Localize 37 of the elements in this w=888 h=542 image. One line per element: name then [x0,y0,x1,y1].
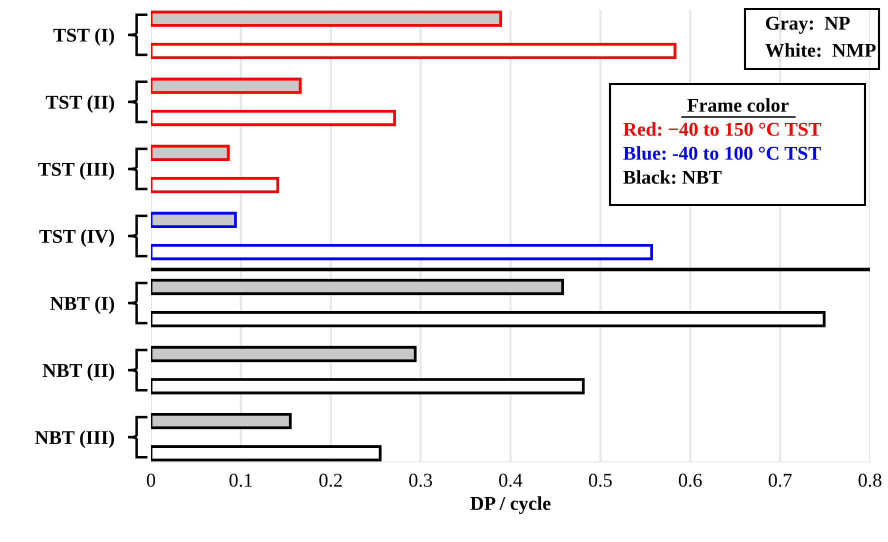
x-axis-title: DP / cycle [470,496,550,514]
bar [151,445,382,462]
y-tick-label: NBT (III) [35,430,114,448]
annotation: Frame color [687,98,789,112]
x-tick-label: 0.5 [588,474,612,487]
y-tick-label: TST (III) [38,162,114,180]
x-tick-label: 0 [146,474,156,487]
x-tick-label: 0.6 [678,474,702,487]
annotation: White: NMP [765,43,876,57]
y-tick-label: TST (II) [46,95,114,113]
bar [151,378,585,394]
x-tick-label: 0.4 [499,474,522,487]
bar [151,212,237,228]
bar [151,346,417,362]
bar [151,176,280,194]
y-tick-label: NBT (II) [42,363,114,382]
bar [151,10,502,27]
annotation: Blue: -40 to 100 °C TST [623,146,821,160]
bar [151,144,230,161]
x-tick-label: 0.3 [409,474,432,487]
bar [151,412,292,430]
annotation: Gray: NP [766,16,850,34]
annotation: Black: NBT [623,170,722,184]
bar [151,244,653,260]
bar [151,42,676,60]
bar [151,78,302,94]
bar [151,110,396,126]
y-tick-label: TST (I) [53,28,114,46]
y-tick-label: TST (IV) [39,229,114,247]
y-tick-label: NBT (I) [50,296,114,314]
x-tick-label: 0.1 [229,474,252,487]
x-tick-label: 0.2 [319,474,342,487]
annotation: Red: −40 to 150 °C TST [623,122,822,136]
bar [151,311,826,328]
x-tick-label: 0.7 [768,474,792,487]
bar [151,278,564,296]
x-tick-label: 0.8 [858,474,882,487]
